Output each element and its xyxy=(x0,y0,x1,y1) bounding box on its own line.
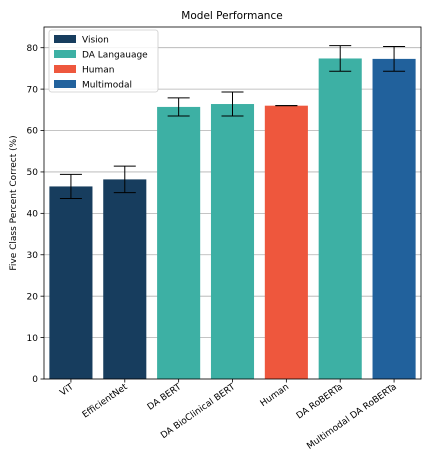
legend-label-1: DA Langauage xyxy=(82,51,148,61)
x-tick-label-5: DA RoBERTa xyxy=(295,382,345,421)
legend-swatch-1 xyxy=(54,50,76,58)
y-tick-label-2: 20 xyxy=(27,292,39,302)
y-tick-label-7: 70 xyxy=(27,85,39,95)
bar-1 xyxy=(103,179,147,379)
bar-0 xyxy=(49,186,93,379)
bars xyxy=(49,58,416,380)
legend-swatch-0 xyxy=(54,35,76,43)
x-tick-label-1: EfficientNet xyxy=(81,382,130,421)
y-tick-label-5: 50 xyxy=(27,168,39,178)
legend-label-3: Multimodal xyxy=(82,81,132,91)
x-tick-label-6: Multimodal DA RoBERTa xyxy=(305,382,398,452)
bar-4 xyxy=(264,105,308,380)
bar-5 xyxy=(318,58,362,380)
chart-title: Model Performance xyxy=(181,10,282,22)
legend-swatch-3 xyxy=(54,80,76,88)
y-axis-label: Five Class Percent Correct (%) xyxy=(9,135,19,270)
bar-2 xyxy=(157,106,201,379)
x-tick-label-2: DA BERT xyxy=(146,382,184,413)
y-tick-label-1: 10 xyxy=(27,334,39,344)
y-tick-label-3: 30 xyxy=(27,251,39,261)
bar-3 xyxy=(210,104,255,379)
y-tick-label-0: 0 xyxy=(32,375,38,385)
x-tick-label-0: ViT xyxy=(58,382,76,398)
legend-box xyxy=(48,29,159,93)
bar-6 xyxy=(372,58,416,380)
y-tick-label-6: 60 xyxy=(27,127,39,137)
legend-label-2: Human xyxy=(82,66,114,76)
x-tick-label-4: Human xyxy=(259,382,291,409)
y-tick-label-8: 80 xyxy=(27,44,39,54)
legend-label-0: Vision xyxy=(82,36,109,46)
legend-swatch-2 xyxy=(54,65,76,73)
error-bars xyxy=(59,45,406,199)
y-axis: 0 10 20 30 40 50 60 70 80 xyxy=(27,44,44,385)
y-tick-label-4: 40 xyxy=(27,210,39,220)
legend: Vision DA Langauage Human Multimodal xyxy=(48,29,159,93)
